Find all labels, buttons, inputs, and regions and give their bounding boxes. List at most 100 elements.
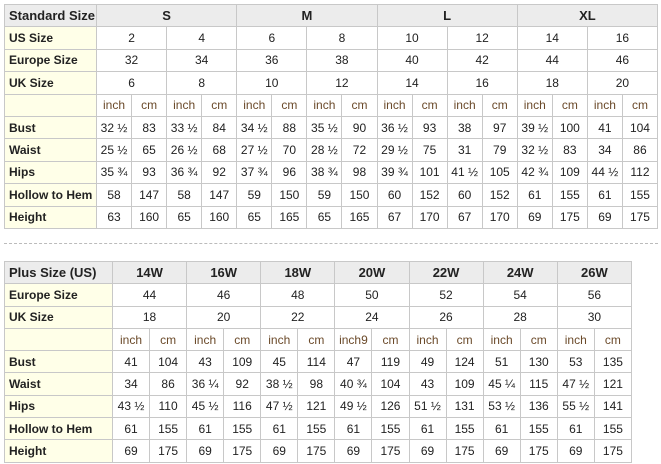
measure-value: 83 [131,115,168,140]
size-header: 26W [556,260,633,285]
plus-size-table: Plus Size (US) 14W 16W 18W 20W 22W 24W 26W Europ… [4,260,633,463]
measure-value: 61 [111,417,151,441]
size-value: 36 [236,48,308,73]
unit: cm [411,93,448,117]
measure-value: 61 [516,183,553,207]
unit: inch [376,93,413,117]
measure-value: 61 [482,417,521,441]
measure-value: 170 [481,205,518,229]
row-label: Waist [4,138,97,162]
measure-value: 92 [223,372,262,396]
measure-value: 51 ½ [408,394,447,419]
measure-value: 83 [551,138,588,162]
size-table: Standard Size S M L XL US Size 2 4 6 8 10 12 14 16 Eur… [4,3,659,229]
row-label [4,327,113,352]
size-value: 56 [556,283,633,307]
measure-row: Hollow to Hem 58 147 58 147 59 150 59 150 60 152 60… [4,183,659,207]
measure-value: 26 ½ [166,138,203,162]
measure-value: 109 [551,160,588,185]
measure-value: 34 [586,138,623,162]
size-value: 46 [586,48,659,73]
measure-value: 28 ½ [306,138,343,162]
unit: inch [166,93,203,117]
size-header: 16W [186,260,262,285]
measure-value: 32 ½ [95,115,133,140]
measure-value: 155 [149,417,188,441]
size-header: S [95,3,238,28]
units-row: inch cm inch cm inch cm inch9 cm inch cm inch cm inc… [4,327,633,352]
measure-row: Hollow to Hem 61 155 61 155 61 155 61 155 61 155 61… [4,417,633,441]
unit: cm [271,93,308,117]
measure-value: 69 [482,439,521,463]
measure-value: 36 ½ [376,115,413,140]
row-label: Europe Size [4,283,113,307]
measure-value: 165 [271,205,308,229]
measure-value: 126 [371,394,410,419]
unit: inch [586,93,623,117]
size-value: 34 [166,48,238,73]
size-value: 10 [236,71,308,95]
measure-value: 109 [445,372,484,396]
measure-value: 47 ½ [556,372,595,396]
measure-value: 90 [341,115,378,140]
measure-value: 45 ½ [186,394,225,419]
size-value: 16 [446,71,518,95]
unit: cm [481,93,518,117]
unit: inch [556,327,595,352]
size-header: 14W [111,260,188,285]
measure-value: 45 [260,350,299,374]
measure-value: 72 [341,138,378,162]
measure-value: 98 [297,372,336,396]
measure-value: 93 [131,160,168,185]
measure-value: 39 ¾ [376,160,413,185]
measure-value: 38 [446,115,483,140]
size-header: 20W [334,260,410,285]
row-label: Hips [4,160,97,185]
size-value: 12 [446,26,518,50]
row-label: Hollow to Hem [4,417,113,441]
size-header: 18W [260,260,336,285]
row-label: Waist [4,372,113,396]
measure-value: 25 ½ [95,138,133,162]
unit: inch9 [334,327,373,352]
measure-value: 104 [371,372,410,396]
measure-value: 69 [556,439,595,463]
measure-value: 49 ½ [334,394,373,419]
unit: inch [482,327,521,352]
header-label: Plus Size (US) [4,260,113,285]
measure-value: 42 ¾ [516,160,553,185]
measure-value: 100 [551,115,588,140]
measure-row: Height 63 160 65 160 65 165 65 165 67 170 67 170 69 17… [4,205,659,229]
size-value: 24 [334,305,410,329]
measure-value: 47 ½ [260,394,299,419]
measure-value: 147 [201,183,238,207]
measure-value: 65 [236,205,273,229]
size-header: XL [516,3,659,28]
measure-value: 43 [186,350,225,374]
measure-value: 32 ½ [516,138,553,162]
size-value: 40 [376,48,448,73]
measure-row: Waist 34 86 36 ¼ 92 38 ½ 98 40 ¾ 104 43 109 45 ¼ 115… [4,372,633,396]
size-value: 14 [516,26,588,50]
measure-value: 155 [297,417,336,441]
size-value: 18 [111,305,188,329]
measure-value: 79 [481,138,518,162]
measure-value: 175 [149,439,188,463]
unit: inch [236,93,273,117]
unit: cm [519,327,558,352]
unit: inch [260,327,299,352]
header-row: Standard Size S M L XL [4,3,659,28]
measure-value: 165 [341,205,378,229]
header-row: Plus Size (US) 14W 16W 18W 20W 22W 24W 26W [4,260,633,285]
measure-value: 67 [376,205,413,229]
measure-value: 27 ½ [236,138,273,162]
measure-value: 155 [551,183,588,207]
size-value: 6 [236,26,308,50]
measure-value: 150 [341,183,378,207]
size-value: 54 [482,283,558,307]
row-label: UK Size [4,71,97,95]
size-row: UK Size 18 20 22 24 26 28 30 [4,305,633,329]
measure-value: 41 [111,350,151,374]
measure-value: 69 [111,439,151,463]
